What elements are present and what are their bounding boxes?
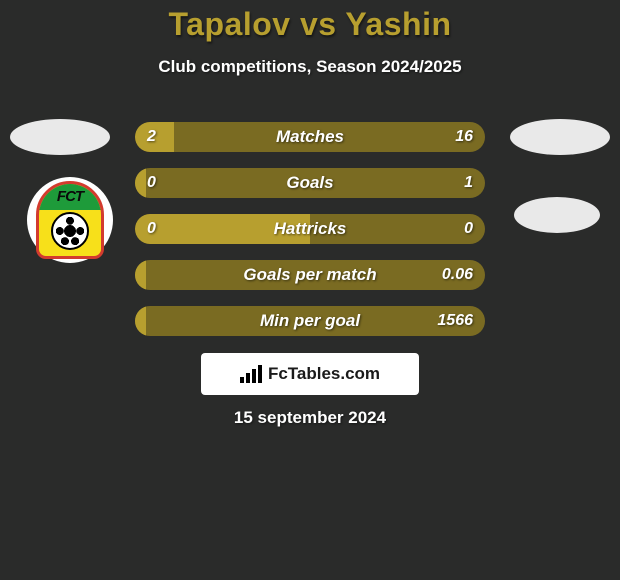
stat-label: Goals per match (135, 260, 485, 290)
page-subtitle: Club competitions, Season 2024/2025 (0, 57, 620, 77)
stat-right-value: 1 (464, 168, 473, 198)
soccer-ball-icon (51, 212, 89, 250)
player-avatar-left (10, 105, 110, 175)
avatar-placeholder-icon (510, 119, 610, 155)
stat-label: Matches (135, 122, 485, 152)
brand-badge: FcTables.com (201, 353, 419, 395)
stat-right-value: 1566 (437, 306, 473, 336)
stat-row: 0Goals1 (135, 168, 485, 198)
club-badge-right (514, 172, 600, 258)
stat-label: Min per goal (135, 306, 485, 336)
stat-row: Goals per match0.06 (135, 260, 485, 290)
bar-chart-icon (240, 365, 262, 383)
player-avatar-right (510, 105, 610, 175)
stat-row: Min per goal1566 (135, 306, 485, 336)
crest-text: FCT (39, 188, 101, 205)
infographic-root: Tapalov vs Yashin Club competitions, Sea… (0, 0, 620, 580)
page-title: Tapalov vs Yashin (0, 0, 620, 43)
club-crest-icon: FCT (36, 181, 104, 259)
stat-right-value: 0.06 (442, 260, 473, 290)
avatar-placeholder-icon (10, 119, 110, 155)
stats-bar-group: 2Matches160Goals10Hattricks0Goals per ma… (135, 122, 485, 352)
date-label: 15 september 2024 (0, 408, 620, 428)
stat-label: Goals (135, 168, 485, 198)
stat-row: 2Matches16 (135, 122, 485, 152)
stat-label: Hattricks (135, 214, 485, 244)
club-badge-left: FCT (27, 177, 113, 263)
stat-right-value: 0 (464, 214, 473, 244)
brand-text: FcTables.com (268, 364, 380, 384)
badge-placeholder-icon (514, 197, 600, 233)
stat-row: 0Hattricks0 (135, 214, 485, 244)
stat-right-value: 16 (455, 122, 473, 152)
